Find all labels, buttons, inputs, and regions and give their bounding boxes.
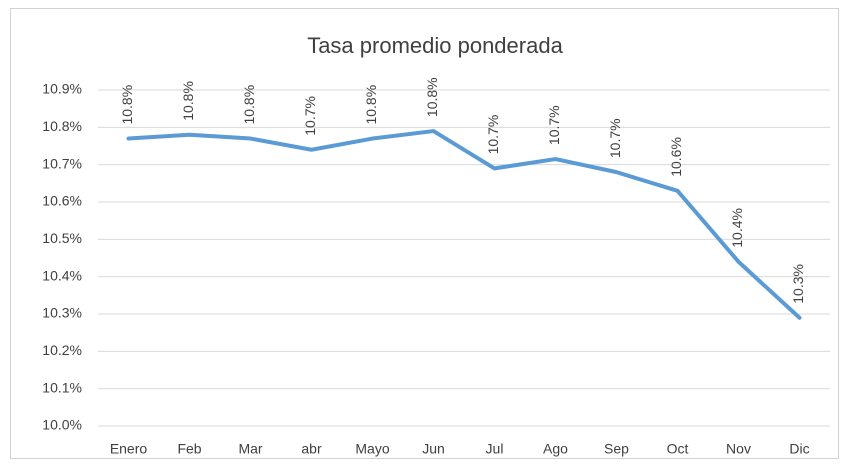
data-label: 10.8% — [363, 85, 379, 125]
data-label: 10.8% — [424, 77, 440, 117]
chart-title: Tasa promedio ponderada — [307, 33, 563, 58]
y-tick-label: 10.1% — [42, 379, 82, 395]
x-tick-label: Mar — [238, 441, 262, 457]
x-tick-label: Mayo — [355, 441, 389, 457]
data-label: 10.8% — [241, 85, 257, 125]
data-label: 10.3% — [790, 264, 806, 304]
y-tick-label: 10.4% — [42, 267, 82, 283]
x-tick-label: Nov — [726, 441, 751, 457]
y-tick-label: 10.8% — [42, 118, 82, 134]
y-tick-label: 10.0% — [42, 417, 82, 433]
data-label: 10.7% — [607, 118, 623, 158]
data-line — [126, 129, 802, 320]
x-tick-label: Jul — [486, 441, 504, 457]
data-label: 10.7% — [546, 105, 562, 145]
data-label: 10.7% — [302, 96, 318, 136]
y-tick-label: 10.7% — [42, 155, 82, 171]
x-tick-label: Jun — [422, 441, 445, 457]
x-tick-label: Sep — [604, 441, 629, 457]
data-label: 10.8% — [119, 85, 135, 125]
y-tick-label: 10.2% — [42, 342, 82, 358]
data-label: 10.6% — [668, 137, 684, 177]
y-tick-label: 10.6% — [42, 193, 82, 209]
x-tick-label: Enero — [110, 441, 148, 457]
x-tick-label: abr — [301, 441, 322, 457]
data-label: 10.4% — [729, 208, 745, 248]
chart-border — [10, 8, 839, 459]
x-tick-label: Feb — [177, 441, 201, 457]
x-tick-label: Oct — [667, 441, 689, 457]
y-tick-label: 10.5% — [42, 230, 82, 246]
y-tick-label: 10.9% — [42, 81, 82, 97]
y-tick-label: 10.3% — [42, 305, 82, 321]
x-tick-label: Dic — [789, 441, 809, 457]
data-label: 10.7% — [485, 115, 501, 155]
x-tick-label: Ago — [543, 441, 568, 457]
data-label: 10.8% — [180, 81, 196, 121]
